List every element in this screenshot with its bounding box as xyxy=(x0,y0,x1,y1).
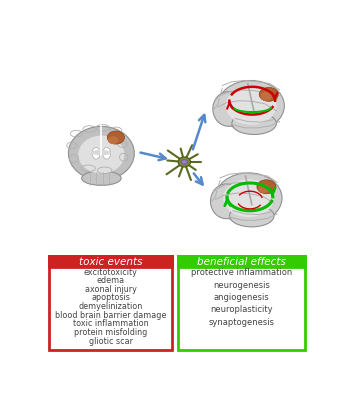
Text: demyelinization: demyelinization xyxy=(79,302,143,311)
Text: beneficial effects: beneficial effects xyxy=(197,257,286,267)
Text: apoptosis: apoptosis xyxy=(91,294,130,302)
Ellipse shape xyxy=(226,87,276,125)
Text: synaptogenesis: synaptogenesis xyxy=(209,318,275,327)
FancyBboxPatch shape xyxy=(178,256,305,350)
Text: toxic events: toxic events xyxy=(79,257,143,267)
Ellipse shape xyxy=(92,147,100,159)
FancyBboxPatch shape xyxy=(49,256,172,350)
Ellipse shape xyxy=(258,184,270,193)
Ellipse shape xyxy=(69,126,134,180)
FancyBboxPatch shape xyxy=(49,256,172,268)
Ellipse shape xyxy=(229,205,274,227)
Text: gliotic scar: gliotic scar xyxy=(89,336,133,346)
Ellipse shape xyxy=(213,92,245,126)
Ellipse shape xyxy=(181,160,188,164)
Ellipse shape xyxy=(91,150,111,155)
Ellipse shape xyxy=(108,136,118,144)
Ellipse shape xyxy=(232,112,276,134)
FancyBboxPatch shape xyxy=(178,256,305,268)
Text: angiogenesis: angiogenesis xyxy=(214,293,270,302)
Ellipse shape xyxy=(82,171,121,185)
Text: blood brain barrier damage: blood brain barrier damage xyxy=(55,311,166,320)
Text: excitotoxicity: excitotoxicity xyxy=(84,268,138,276)
Ellipse shape xyxy=(210,184,242,219)
Ellipse shape xyxy=(107,131,125,144)
Ellipse shape xyxy=(261,92,272,101)
Text: neuroplasticity: neuroplasticity xyxy=(210,305,273,314)
Ellipse shape xyxy=(218,80,284,131)
Text: axonal injury: axonal injury xyxy=(85,285,137,294)
Ellipse shape xyxy=(223,179,274,217)
Text: neurogenesis: neurogenesis xyxy=(213,281,270,290)
Ellipse shape xyxy=(259,88,278,101)
Ellipse shape xyxy=(78,136,125,174)
Ellipse shape xyxy=(257,180,276,194)
Ellipse shape xyxy=(215,173,282,224)
Ellipse shape xyxy=(103,147,111,159)
Text: protein misfolding: protein misfolding xyxy=(74,328,147,337)
Ellipse shape xyxy=(178,157,191,167)
Text: protective inflammation: protective inflammation xyxy=(191,268,292,277)
Text: edema: edema xyxy=(97,276,125,285)
Text: toxic inflammation: toxic inflammation xyxy=(73,319,148,328)
